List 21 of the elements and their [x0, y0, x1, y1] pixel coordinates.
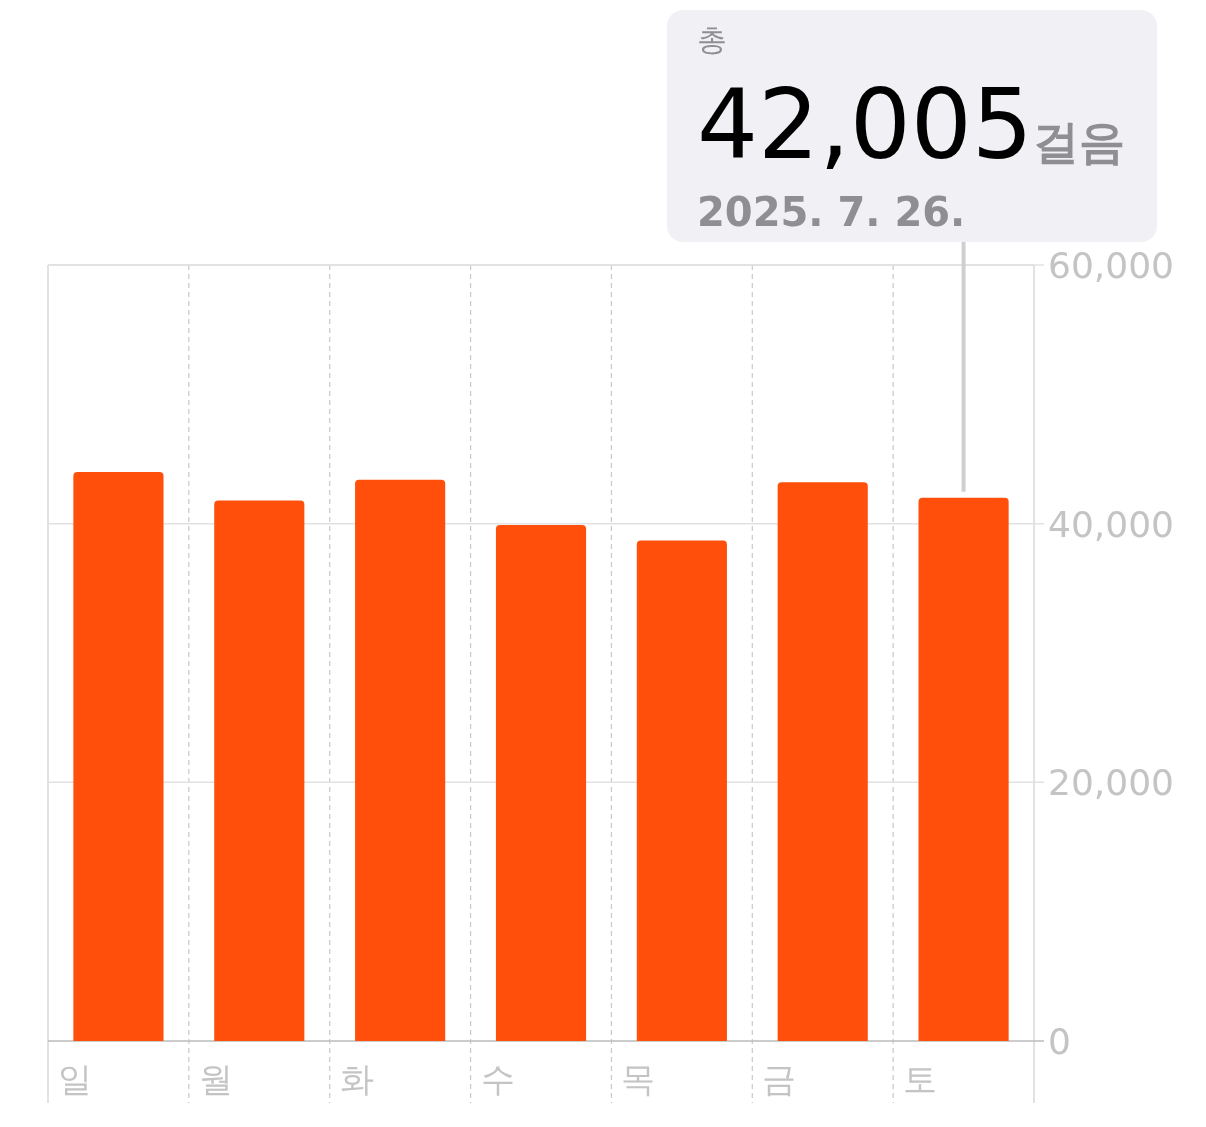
x-tick-label: 월: [198, 1059, 233, 1099]
bar: [214, 500, 305, 1041]
text: 총: [697, 22, 727, 57]
text: 42,005걸음: [697, 69, 1125, 181]
y-tick-label: 20,000: [1048, 762, 1174, 804]
y-tick-label: 0: [1048, 1021, 1071, 1062]
bar: [777, 482, 868, 1041]
text: 2025. 7. 26.: [697, 189, 966, 235]
x-tick-label: 화: [339, 1059, 374, 1099]
y-tick-label: 60,000: [1048, 245, 1174, 286]
x-tick-label: 금: [762, 1059, 797, 1099]
bar: [918, 497, 1009, 1041]
bar: [636, 540, 727, 1041]
bar: [355, 479, 446, 1041]
x-tick-label: 수: [480, 1059, 515, 1099]
x-tick-label: 토: [903, 1059, 938, 1099]
x-tick-label: 목: [621, 1059, 656, 1099]
bar: [73, 471, 164, 1041]
x-tick-label: 일: [58, 1059, 92, 1099]
y-tick-label: 40,000: [1048, 503, 1174, 545]
bar: [495, 524, 587, 1041]
